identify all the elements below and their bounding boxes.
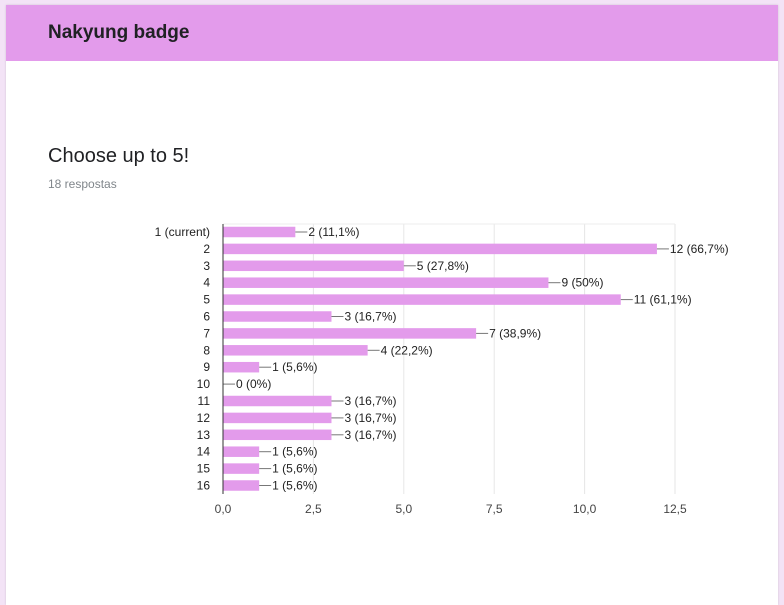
bar bbox=[223, 429, 332, 441]
bar bbox=[223, 260, 404, 272]
data-label: 12 (66,7%) bbox=[670, 242, 729, 256]
bar bbox=[223, 226, 296, 238]
form-header: Nakyung badge bbox=[6, 5, 778, 61]
data-label: 3 (16,7%) bbox=[344, 411, 396, 425]
category-label: 4 bbox=[203, 276, 210, 290]
bar bbox=[223, 277, 549, 288]
data-label: 11 (61,1%) bbox=[634, 293, 692, 307]
bar bbox=[223, 412, 332, 424]
data-label: 3 (16,7%) bbox=[344, 394, 396, 408]
bar bbox=[223, 311, 332, 322]
data-label: 3 (16,7%) bbox=[344, 310, 396, 324]
category-label: 14 bbox=[197, 445, 211, 459]
category-label: 7 bbox=[203, 326, 210, 340]
x-tick-label: 2,5 bbox=[305, 502, 322, 516]
data-label: 3 (16,7%) bbox=[344, 428, 396, 442]
category-label: 9 bbox=[203, 360, 210, 374]
category-label: 16 bbox=[197, 479, 211, 493]
data-label: 7 (38,9%) bbox=[489, 326, 541, 340]
data-label: 1 (5,6%) bbox=[272, 445, 317, 459]
response-count: 18 respostas bbox=[48, 177, 117, 191]
bar bbox=[223, 345, 368, 356]
category-label: 3 bbox=[203, 259, 210, 273]
bar bbox=[223, 361, 260, 373]
data-label: 4 (22,2%) bbox=[381, 343, 433, 357]
x-tick-label: 0,0 bbox=[215, 502, 232, 516]
category-label: 8 bbox=[203, 343, 210, 357]
question-title: Choose up to 5! bbox=[48, 145, 190, 167]
form-title: Nakyung badge bbox=[48, 22, 190, 43]
data-label: 2 (11,1%) bbox=[308, 225, 359, 239]
data-label: 0 (0%) bbox=[236, 377, 271, 391]
data-label: 1 (5,6%) bbox=[272, 462, 317, 476]
bar bbox=[223, 463, 260, 474]
bar bbox=[223, 480, 260, 491]
x-tick-label: 10,0 bbox=[573, 502, 597, 516]
category-label: 2 bbox=[203, 242, 210, 256]
category-label: 13 bbox=[197, 428, 211, 442]
category-label: 1 (current) bbox=[155, 225, 210, 239]
x-tick-label: 5,0 bbox=[395, 502, 412, 516]
bar bbox=[223, 294, 621, 305]
form-card: Nakyung badge Choose up to 5! 18 respost… bbox=[6, 5, 778, 605]
data-label: 5 (27,8%) bbox=[417, 259, 469, 273]
bar bbox=[223, 446, 260, 457]
bar bbox=[223, 243, 657, 255]
bar bbox=[223, 328, 477, 339]
bar bbox=[223, 395, 332, 407]
category-label: 12 bbox=[197, 411, 211, 425]
category-label: 15 bbox=[197, 462, 211, 476]
category-label: 6 bbox=[203, 310, 210, 324]
x-tick-label: 7,5 bbox=[486, 502, 503, 516]
category-label: 10 bbox=[197, 377, 211, 391]
x-tick-label: 12,5 bbox=[663, 502, 687, 516]
data-label: 9 (50%) bbox=[561, 276, 603, 290]
data-label: 1 (5,6%) bbox=[272, 360, 317, 374]
category-label: 5 bbox=[203, 293, 210, 307]
category-label: 11 bbox=[198, 394, 211, 408]
data-label: 1 (5,6%) bbox=[272, 479, 317, 493]
